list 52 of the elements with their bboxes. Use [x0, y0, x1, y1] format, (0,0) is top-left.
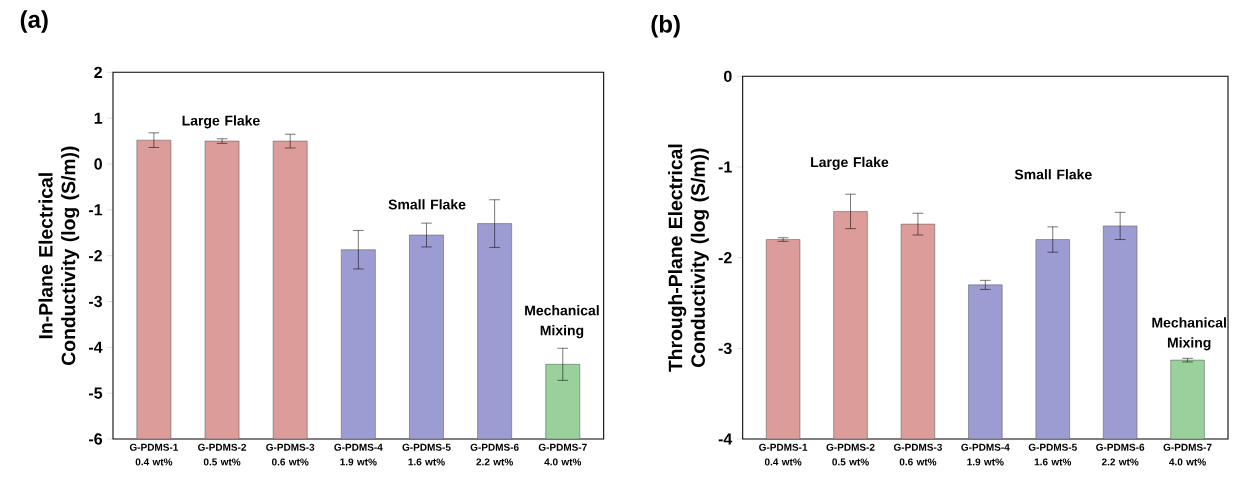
x-tick-label: G-PDMS-6 2.2 wt%: [1096, 443, 1145, 466]
annotation: Small Flake: [388, 199, 466, 210]
bar: [900, 223, 936, 440]
bar: [272, 140, 308, 440]
x-tick-label: G-PDMS-7 4.0 wt%: [538, 443, 587, 466]
x-tick-label: G-PDMS-1 0.4 wt%: [759, 443, 808, 466]
x-tick-label: G-PDMS-6 2.2 wt%: [470, 443, 519, 466]
x-tick-label: G-PDMS-5 1.6 wt%: [1028, 443, 1077, 466]
annotation: Large Flake: [182, 115, 260, 129]
y-tick-label: -6: [89, 433, 103, 445]
y-tick-label: -5: [89, 387, 103, 399]
y-tick-label: -2: [718, 252, 732, 264]
x-tick-label: G-PDMS-4 1.9 wt%: [334, 443, 383, 466]
y-tick-label: 2: [94, 66, 102, 78]
y-axis-title: Through-Plane Electrical Conductivity (log (S/m)): [668, 144, 709, 372]
bar: [341, 249, 376, 440]
y-tick-label: 1: [94, 112, 103, 124]
annotation: Mechanical Mixing: [525, 305, 599, 339]
x-tick-label: G-PDMS-2 0.5 wt%: [826, 443, 875, 466]
bar: [136, 139, 172, 440]
y-tick-label: -1: [89, 204, 103, 216]
x-tick-label: G-PDMS-3 0.6 wt%: [893, 443, 943, 466]
y-tick-label: 0: [94, 158, 102, 170]
x-tick-label: G-PDMS-5 1.6 wt%: [402, 443, 451, 466]
y-tick-label: -3: [89, 295, 103, 308]
y-tick-label: -3: [718, 342, 732, 355]
x-tick-label: G-PDMS-3 0.6 wt%: [266, 443, 315, 466]
bar: [833, 211, 868, 440]
bar: [545, 364, 581, 440]
y-tick-label: 0: [724, 70, 732, 82]
chart-title: (b): [651, 15, 680, 38]
x-tick-label: G-PDMS-4 1.9 wt%: [961, 443, 1010, 466]
bar: [409, 234, 444, 440]
annotation: Mechanical Mixing: [1152, 317, 1226, 351]
bar: [1103, 225, 1138, 440]
bar: [204, 140, 240, 440]
x-tick-label: G-PDMS-1 0.4 wt%: [129, 443, 179, 466]
bar: [1170, 359, 1205, 440]
annotation: Small Flake: [1014, 169, 1092, 180]
x-tick-label: G-PDMS-2 0.5 wt%: [198, 443, 247, 466]
y-tick-label: -2: [89, 250, 102, 262]
x-tick-label: G-PDMS-7 4.0 wt%: [1163, 443, 1212, 466]
y-tick-label: -4: [89, 341, 103, 353]
y-tick-label: -4: [718, 433, 733, 445]
annotation: Large Flake: [811, 156, 889, 170]
chart-title: (a): [20, 10, 48, 33]
y-tick-label: -1: [718, 161, 732, 173]
bar: [1035, 239, 1070, 440]
bar: [968, 284, 1003, 440]
bar: [477, 223, 512, 440]
y-axis-title: In-Plane Electrical Conductivity (log (S/m)): [38, 146, 80, 365]
bar: [765, 239, 801, 440]
